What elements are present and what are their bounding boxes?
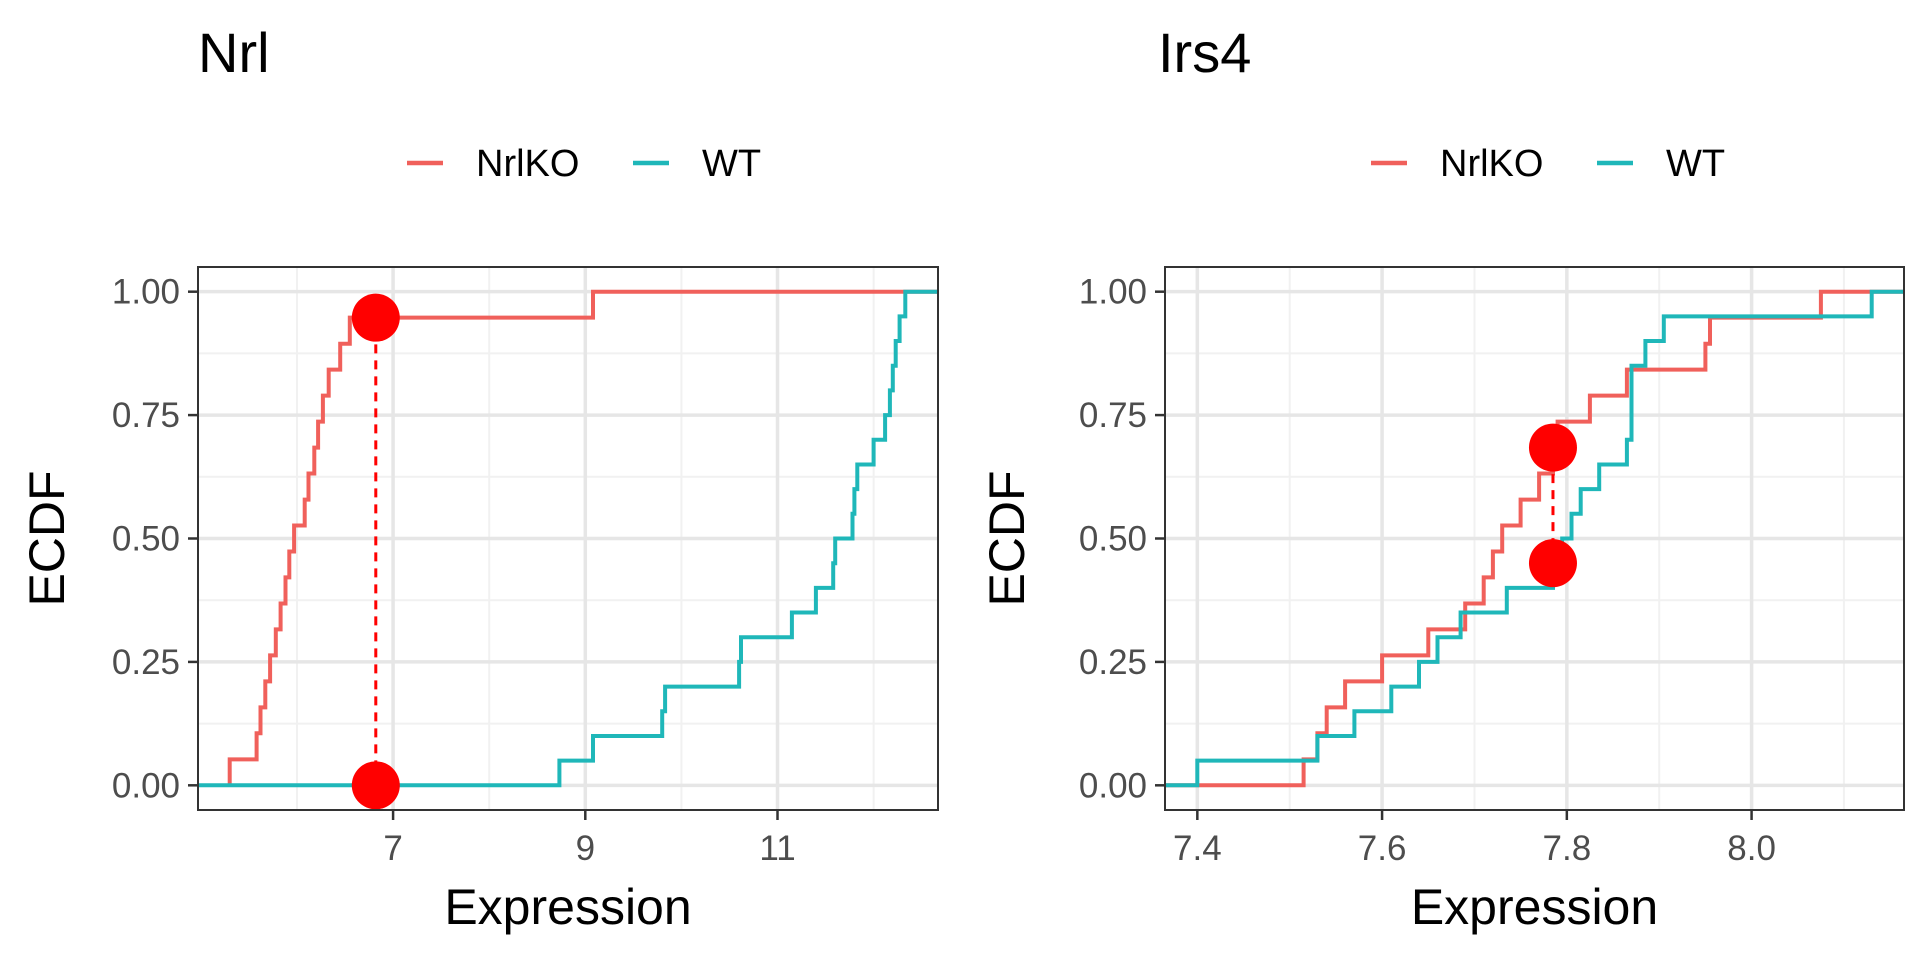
legend-label-nrlko: NrlKO <box>476 143 579 185</box>
y-tick-label: 0.75 <box>1079 396 1147 435</box>
chart-title: Irs4 <box>1158 21 1251 84</box>
series-group <box>198 289 938 788</box>
legend: NrlKO WT <box>1371 143 1725 185</box>
x-tick-label: 9 <box>576 829 595 868</box>
y-tick-label: 0.75 <box>112 396 180 435</box>
legend-label-wt: WT <box>702 143 761 185</box>
y-tick-label: 0.50 <box>1079 520 1147 559</box>
series-line-nrlko <box>1165 289 1904 788</box>
y-tick-label: 0.00 <box>112 766 180 805</box>
y-tick-label: 0.25 <box>112 643 180 682</box>
grid <box>198 267 938 810</box>
x-tick-label: 7.4 <box>1173 829 1222 868</box>
y-axis-title: ECDF <box>979 470 1035 606</box>
series-line-nrlko <box>227 289 938 786</box>
irs4-ecdf-panel: Irs4 NrlKO WT 0.00 0.25 0.50 0.75 1.00 7.4 7.6 7.8… <box>960 0 1920 960</box>
ks-point-low <box>351 761 400 810</box>
legend: NrlKO WT <box>407 143 761 185</box>
x-axis-title: Expression <box>1411 879 1658 935</box>
nrl-ecdf-panel: Nrl NrlKO WT 0.00 0.25 0.50 0.75 1.00 7 9 11 Expres… <box>19 21 939 935</box>
legend-label-wt: WT <box>1666 143 1725 185</box>
y-tick-label: 0.00 <box>1079 766 1147 805</box>
chart-title: Nrl <box>198 21 270 84</box>
irs4-ecdf-chart: Irs4 NrlKO WT 0.00 0.25 0.50 0.75 1.00 7.4 7.6 7.8… <box>979 21 1905 935</box>
x-axis: 7.4 7.6 7.8 8.0 <box>1173 810 1776 868</box>
x-tick-label: 11 <box>759 829 795 868</box>
x-tick-label: 7.6 <box>1358 829 1407 868</box>
nrl-ecdf-chart: Nrl NrlKO WT 0.00 0.25 0.50 0.75 1.00 7 9 11 Expres… <box>19 21 939 935</box>
y-tick-label: 0.50 <box>112 520 180 559</box>
series-line-wt <box>198 289 938 788</box>
ks-point-high <box>1528 423 1577 472</box>
x-tick-label: 7.8 <box>1543 829 1592 868</box>
legend-label-nrlko: NrlKO <box>1440 143 1543 185</box>
x-axis-title: Expression <box>444 879 691 935</box>
y-axis: 0.00 0.25 0.50 0.75 1.00 <box>1079 273 1165 805</box>
x-tick-label: 7 <box>383 829 402 868</box>
grid <box>1165 267 1904 810</box>
y-tick-label: 1.00 <box>112 273 180 312</box>
y-tick-label: 1.00 <box>1079 273 1147 312</box>
x-axis: 7 9 11 <box>383 810 796 868</box>
x-tick-label: 8.0 <box>1727 829 1776 868</box>
ks-point-high <box>351 293 400 342</box>
ks-point-low <box>1528 539 1577 588</box>
y-axis-title: ECDF <box>19 470 75 606</box>
y-axis: 0.00 0.25 0.50 0.75 1.00 <box>112 273 198 805</box>
y-tick-label: 0.25 <box>1079 643 1147 682</box>
